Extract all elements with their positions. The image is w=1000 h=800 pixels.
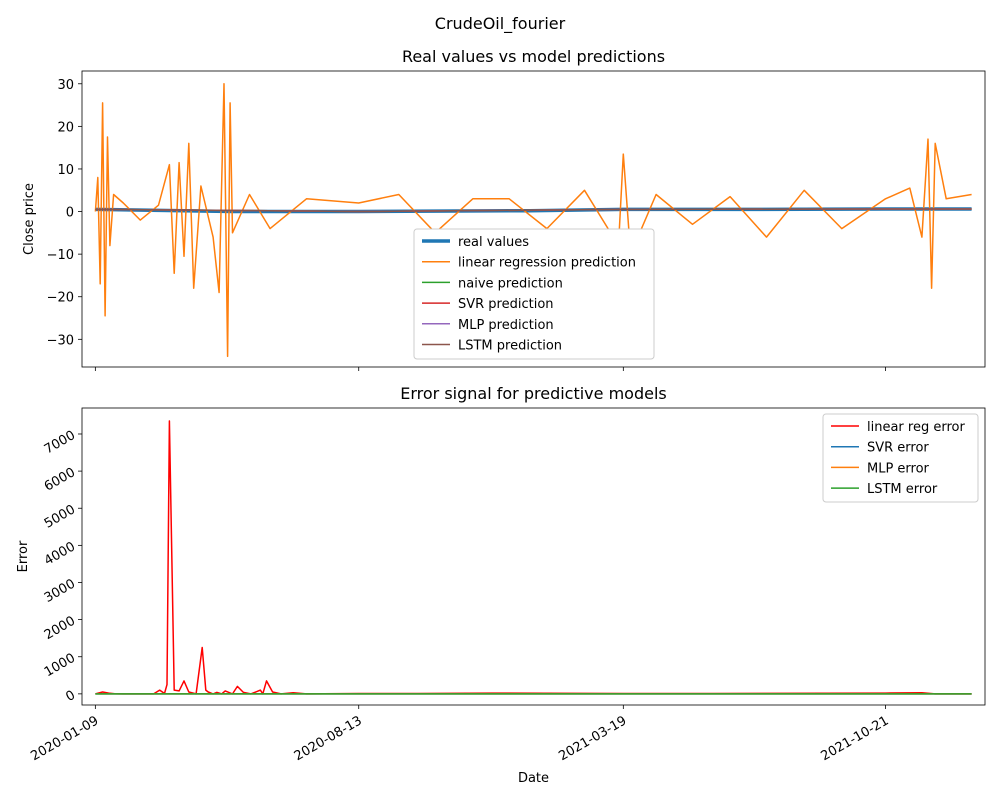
legend: real values linear regression prediction n… bbox=[413, 228, 655, 360]
legend-label-lstm-prediction: LSTM prediction bbox=[458, 339, 562, 354]
series-line-linear-regression-prediction bbox=[94, 83, 972, 358]
x-tick-label: 2021-10-21 bbox=[819, 713, 892, 764]
y-tick-label: 20 bbox=[57, 120, 74, 135]
figure-suptitle: CrudeOil_fourier bbox=[435, 14, 566, 34]
y-tick-label: −20 bbox=[47, 291, 74, 306]
legend-label-mlp-prediction: MLP prediction bbox=[458, 318, 554, 333]
chart-title: Real values vs model predictions bbox=[402, 47, 665, 66]
legend-label-svr-error: SVR error bbox=[867, 441, 929, 456]
series-group bbox=[95, 420, 972, 695]
error-axes: Error signal for predictive models 0 1000 2… bbox=[16, 384, 986, 786]
x-axis-label: Date bbox=[518, 771, 549, 786]
y-tick-label: 4000 bbox=[42, 539, 78, 569]
legend-label-mlp-error: MLP error bbox=[867, 461, 930, 476]
legend: linear reg error SVR error MLP error LSTM e… bbox=[822, 413, 979, 503]
y-tick-label: 0 bbox=[66, 206, 74, 221]
legend-box bbox=[413, 228, 655, 360]
x-tick-label: 2020-08-13 bbox=[292, 713, 365, 764]
y-tick-label: 3000 bbox=[42, 576, 78, 606]
chart-title: Error signal for predictive models bbox=[400, 384, 666, 403]
y-tick-label: 0 bbox=[63, 688, 78, 705]
y-tick-label: 10 bbox=[57, 163, 74, 178]
y-axis-label: Close price bbox=[22, 183, 37, 255]
legend-box bbox=[822, 413, 979, 503]
series-line-lstm-prediction bbox=[95, 208, 972, 213]
legend-label-naive-prediction: naive prediction bbox=[458, 276, 563, 291]
series-group bbox=[94, 83, 972, 358]
legend-label-linear-regression-prediction: linear regression prediction bbox=[458, 256, 636, 271]
legend-label-svr-prediction: SVR prediction bbox=[458, 297, 554, 312]
legend-label-linear-reg-error: linear reg error bbox=[867, 420, 965, 435]
legend-label-lstm-error: LSTM error bbox=[867, 482, 938, 497]
axes-frame bbox=[81, 407, 986, 706]
y-tick-label: −10 bbox=[47, 248, 74, 263]
y-tick-label: 2000 bbox=[42, 614, 78, 644]
predictions-axes: Real values vs model predictions −30 −20 −1… bbox=[22, 47, 986, 371]
y-tick-label: 7000 bbox=[42, 428, 78, 458]
y-tick-label: 30 bbox=[57, 78, 74, 93]
x-tick-label: 2021-03-19 bbox=[556, 713, 629, 764]
y-tick-label: 1000 bbox=[42, 651, 78, 681]
axes-frame bbox=[81, 70, 986, 368]
x-tick-label: 2020-01-09 bbox=[28, 713, 101, 764]
legend-label-real-values: real values bbox=[458, 235, 529, 250]
y-axis-label: Error bbox=[16, 540, 31, 572]
y-tick-label: 6000 bbox=[42, 465, 78, 495]
y-tick-label: −30 bbox=[47, 333, 74, 348]
y-tick-label: 5000 bbox=[42, 502, 78, 532]
